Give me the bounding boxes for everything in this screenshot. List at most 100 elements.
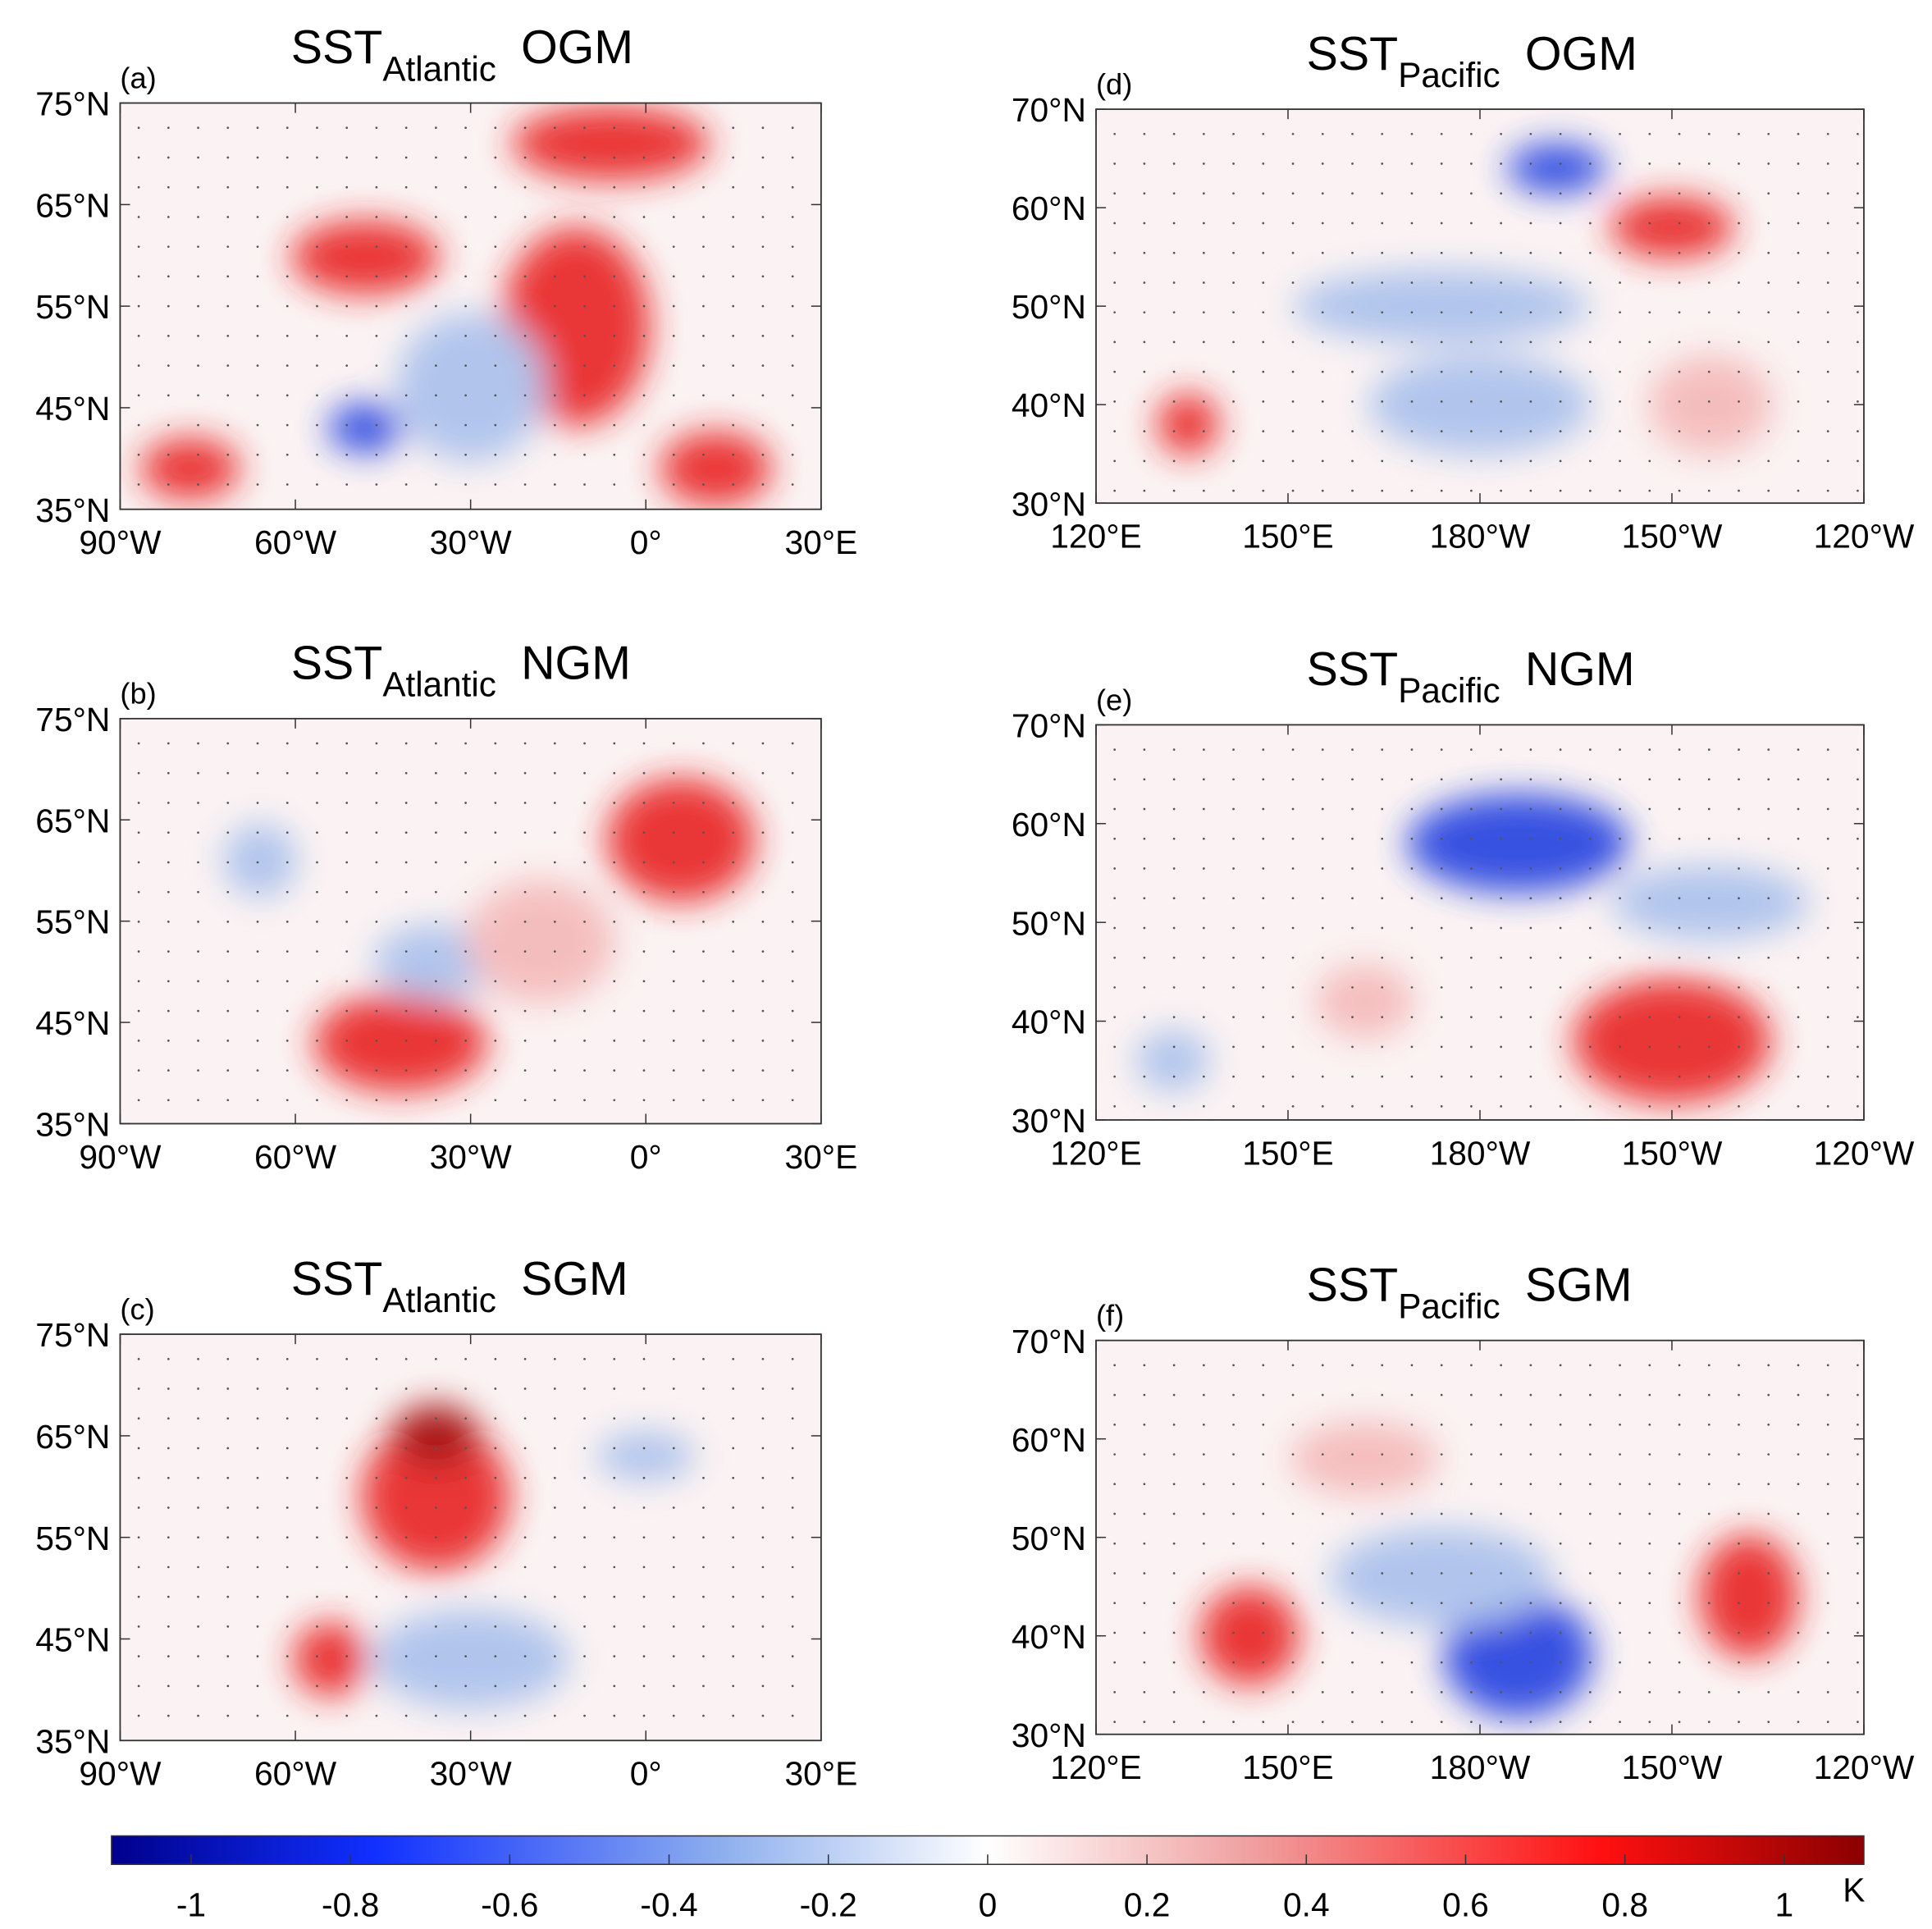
significance-dot — [761, 453, 765, 456]
significance-dot — [732, 890, 735, 894]
significance-dot — [1113, 1721, 1117, 1723]
significance-dot — [404, 1099, 408, 1102]
significance-dot — [613, 1476, 616, 1479]
significance-dot — [1381, 1512, 1384, 1515]
significance-dot — [1381, 1423, 1384, 1426]
significance-dot — [1143, 1045, 1146, 1049]
significance-dot — [1767, 192, 1770, 195]
significance-dot — [732, 216, 735, 218]
significance-dot — [1797, 162, 1800, 165]
significance-dot — [1559, 1423, 1562, 1426]
lon-tick-label: 120°E — [1050, 1134, 1141, 1172]
significance-dot — [1500, 430, 1503, 432]
significance-dot — [1619, 1483, 1621, 1486]
significance-dot — [642, 742, 646, 745]
significance-dot — [1767, 807, 1770, 811]
significance-dot — [1678, 778, 1681, 781]
significance-dot — [137, 1536, 140, 1539]
lon-tick-label: 150°E — [1242, 518, 1333, 555]
significance-dot — [404, 1655, 408, 1657]
significance-dot — [553, 890, 556, 894]
significance-dot — [1410, 1661, 1414, 1664]
significance-dot — [137, 394, 140, 397]
significance-dot — [404, 216, 408, 218]
significance-dot — [167, 453, 170, 456]
significance-dot — [1172, 956, 1176, 959]
significance-dot — [1172, 1045, 1176, 1049]
significance-dot — [1857, 251, 1859, 254]
significance-dot — [583, 483, 586, 486]
significance-dot — [672, 950, 675, 953]
lon-tick-label: 60°W — [254, 1755, 337, 1793]
significance-dot — [791, 394, 794, 397]
significance-dot — [1648, 1661, 1651, 1664]
significance-dot — [672, 1595, 675, 1598]
significance-dot — [1351, 926, 1354, 930]
significance-dot — [1857, 748, 1859, 751]
significance-dot — [1381, 459, 1384, 463]
significance-dot — [553, 1476, 556, 1479]
significance-dot — [1291, 837, 1295, 840]
significance-dot — [1559, 1364, 1562, 1367]
significance-dot — [197, 216, 199, 218]
lat-tick-label: 65°N — [35, 186, 110, 224]
significance-dot — [1500, 1602, 1503, 1605]
significance-dot — [583, 1447, 586, 1450]
significance-dot — [642, 1714, 646, 1717]
significance-dot — [613, 216, 616, 218]
significance-dot — [702, 185, 705, 189]
significance-dot — [1410, 1483, 1414, 1486]
significance-dot — [583, 1357, 586, 1360]
significance-dot — [1410, 222, 1414, 225]
significance-dot — [1797, 1572, 1800, 1575]
significance-dot — [1500, 1016, 1503, 1019]
significance-dot — [1857, 1512, 1859, 1515]
significance-dot — [702, 831, 705, 834]
significance-dot — [523, 1099, 527, 1102]
significance-dot — [1351, 341, 1354, 344]
significance-dot — [285, 126, 289, 130]
significance-dot — [1381, 1661, 1384, 1664]
significance-dot — [791, 802, 794, 804]
significance-dot — [1262, 370, 1265, 373]
significance-dot — [375, 742, 378, 745]
significance-dot — [1381, 926, 1384, 930]
significance-dot — [256, 1357, 259, 1360]
significance-dot — [1470, 1483, 1473, 1486]
significance-dot — [642, 483, 646, 486]
significance-dot — [1172, 489, 1176, 492]
significance-dot — [613, 423, 616, 427]
significance-dot — [1826, 281, 1829, 284]
significance-dot — [1707, 956, 1710, 959]
significance-dot — [1619, 1104, 1621, 1108]
significance-dot — [1410, 986, 1414, 989]
significance-dot — [1648, 1721, 1651, 1723]
significance-dot — [1767, 251, 1770, 254]
significance-dot — [197, 1476, 199, 1479]
significance-dot — [1857, 1572, 1859, 1575]
significance-dot — [672, 304, 675, 308]
significance-dot — [345, 1417, 349, 1420]
significance-dot — [761, 185, 765, 189]
significance-dot — [702, 364, 705, 367]
significance-dot — [1559, 370, 1562, 373]
significance-dot — [197, 1069, 199, 1072]
significance-dot — [1619, 1016, 1621, 1019]
significance-dot — [1470, 1423, 1473, 1426]
significance-dot — [1321, 1721, 1324, 1723]
title-method: NGM — [1525, 643, 1635, 696]
significance-dot — [1262, 1631, 1265, 1634]
significance-dot — [197, 861, 199, 864]
significance-dot — [197, 453, 199, 456]
title-main: SST — [291, 638, 383, 690]
significance-dot — [1440, 1721, 1443, 1723]
significance-dot — [1500, 222, 1503, 225]
significance-dot — [642, 1009, 646, 1012]
significance-dot — [435, 483, 437, 486]
significance-dot — [197, 126, 199, 130]
significance-dot — [137, 1476, 140, 1479]
significance-dot — [1857, 1075, 1859, 1078]
significance-dot — [137, 771, 140, 775]
significance-dot — [1500, 748, 1503, 751]
significance-dot — [583, 126, 586, 130]
